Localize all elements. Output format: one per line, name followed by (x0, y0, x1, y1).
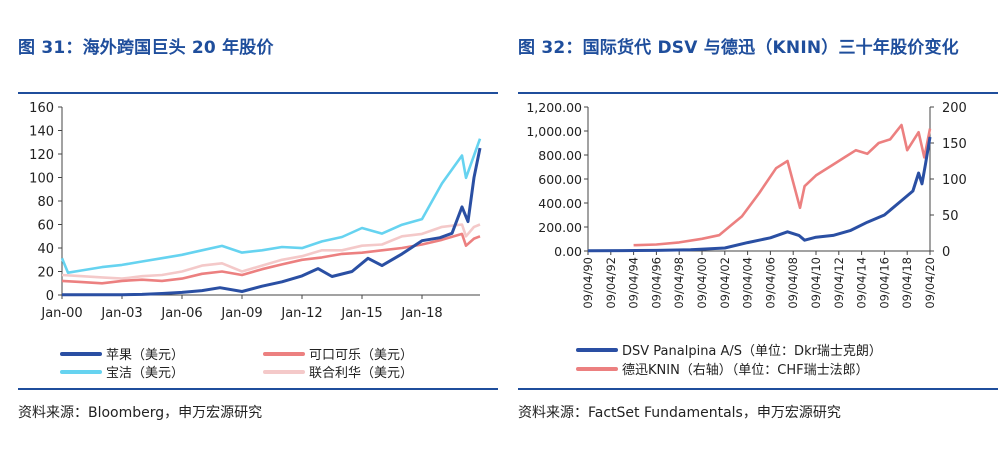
right-y-right-tick-label: 0 (942, 245, 950, 260)
left-y-tick-label: 140 (29, 125, 54, 140)
left-y-tick-label: 40 (37, 242, 54, 257)
right-series-line (587, 136, 932, 253)
right-y-right-tick-label: 200 (942, 101, 967, 116)
legend-label-unilever: 联合利华（美元） (309, 366, 414, 381)
right-y-left-tick-label: 400.00 (538, 196, 582, 211)
right-y-right-tick-label: 100 (942, 173, 967, 188)
right-x-tick-label: 09/04/04 (741, 257, 755, 309)
left-x-tick-label: Jan-00 (40, 306, 82, 321)
right-x-tick-label: 09/04/06 (763, 257, 777, 309)
right-x-tick-label: 09/04/18 (900, 257, 914, 309)
right-x-tick-label: 09/04/90 (581, 257, 595, 309)
left-top-rule (18, 92, 498, 94)
right-x-tick-label: 09/04/20 (923, 257, 937, 309)
right-x-tick-label: 09/04/94 (627, 257, 641, 309)
right-x-tick-label: 09/04/00 (695, 257, 709, 309)
left-x-tick-label: Jan-09 (220, 306, 262, 321)
legend-item-coca-cola: 可口可乐（美元） (263, 344, 413, 363)
left-x-tick-label: Jan-18 (400, 306, 442, 321)
right-bottom-rule (518, 388, 998, 390)
legend-label-pg: 宝洁（美元） (106, 366, 185, 381)
left-source-note: 资料来源：Bloomberg，申万宏源研究 (18, 405, 263, 421)
right-y-left-tick-label: 600.00 (538, 172, 582, 187)
legend-swatch-dsv (576, 347, 618, 352)
right-y-left-tick-label: 0.00 (554, 244, 582, 259)
right-x-tick-label: 09/04/14 (855, 257, 869, 309)
right-x-tick-label: 09/04/16 (877, 257, 891, 309)
left-y-tick-label: 80 (37, 195, 54, 210)
legend-swatch-unilever (263, 369, 305, 374)
left-figure-title: 图 31：海外跨国巨头 20 年股价 (18, 38, 274, 58)
legend-item-dsv: DSV Panalpina A/S（单位：Dkr瑞士克朗） (576, 340, 882, 359)
legend-swatch-pg (60, 369, 102, 374)
right-x-tick-label: 09/04/08 (786, 257, 800, 309)
right-y-left-tick-label: 1,200.00 (526, 100, 582, 115)
legend-item-unilever: 联合利华（美元） (263, 362, 413, 381)
left-y-tick-label: 60 (37, 219, 54, 234)
left-bottom-rule (18, 388, 498, 390)
legend-item-pg: 宝洁（美元） (60, 362, 184, 381)
right-x-tick-label: 09/04/10 (809, 257, 823, 309)
right-y-right-tick-label: 150 (942, 137, 967, 152)
left-series-line (62, 147, 482, 297)
left-x-tick-label: Jan-15 (340, 306, 382, 321)
right-y-right-tick-label: 50 (942, 209, 959, 224)
right-x-tick-label: 09/04/92 (604, 257, 618, 309)
legend-item-knin: 德迅KNIN（右轴）（单位：CHF瑞士法郎） (576, 359, 869, 378)
left-y-tick-label: 160 (29, 101, 54, 116)
left-series-line (61, 232, 481, 285)
left-stock-chart: 0 20 40 60 80 100 120 140 160 Jan-00 Jan-03 Jan-06 J… (29, 101, 482, 321)
legend-swatch-coca-cola (263, 351, 305, 356)
legend-swatch-knin (576, 366, 618, 371)
legend-label-coca-cola: 可口可乐（美元） (309, 348, 414, 363)
right-y-left-tick-label: 200.00 (538, 220, 582, 235)
right-y-left-tick-label: 1,000.00 (526, 124, 582, 139)
left-x-tick-label: Jan-06 (160, 306, 202, 321)
left-x-tick-label: Jan-03 (100, 306, 142, 321)
left-y-tick-label: 100 (29, 172, 54, 187)
right-top-rule (518, 92, 998, 94)
legend-label-dsv: DSV Panalpina A/S（单位：Dkr瑞士克朗） (622, 344, 882, 359)
legend-swatch-apple (60, 351, 102, 356)
left-series-line (61, 223, 481, 280)
legend-label-apple: 苹果（美元） (106, 348, 185, 363)
left-y-tick-label: 120 (29, 148, 54, 163)
right-source-note: 资料来源：FactSet Fundamentals，申万宏源研究 (518, 405, 841, 421)
right-x-tick-label: 09/04/98 (672, 257, 686, 309)
left-x-tick-label: Jan-12 (280, 306, 322, 321)
left-figure-panel: 图 31：海外跨国巨头 20 年股价 0 20 40 60 80 100 120 140 160… (18, 0, 498, 452)
right-figure-panel: 图 32：国际货代 DSV 与德迅（KNIN）三十年股价变化 0.00 200.0… (518, 0, 998, 452)
right-y-left-tick-label: 800.00 (538, 148, 582, 163)
legend-label-knin: 德迅KNIN（右轴）（单位：CHF瑞士法郎） (622, 363, 869, 378)
left-y-tick-label: 0 (46, 289, 54, 304)
left-y-tick-label: 20 (37, 266, 54, 281)
right-figure-title: 图 32：国际货代 DSV 与德迅（KNIN）三十年股价变化 (518, 38, 959, 58)
right-x-tick-label: 09/04/02 (718, 257, 732, 309)
left-series-line (60, 138, 482, 274)
right-x-tick-label: 09/04/96 (649, 257, 663, 309)
right-x-tick-label: 09/04/12 (832, 257, 846, 309)
legend-item-apple: 苹果（美元） (60, 344, 184, 363)
right-stock-chart: 0.00 200.00 400.00 600.00 800.00 1,000.00 1,20… (526, 100, 967, 309)
right-series-line (633, 123, 932, 247)
